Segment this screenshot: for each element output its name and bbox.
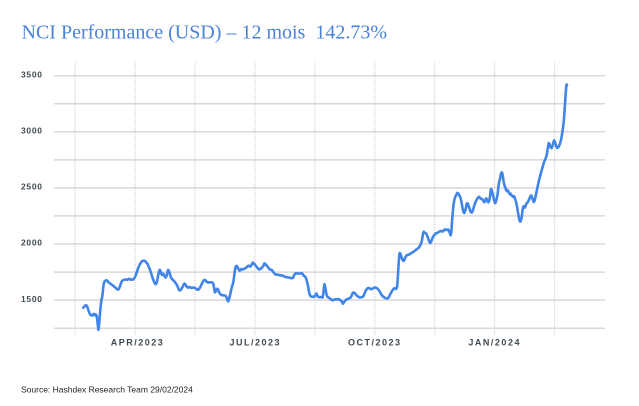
svg-text:OCT/2023: OCT/2023	[348, 338, 402, 348]
svg-text:1500: 1500	[21, 294, 43, 304]
svg-text:Source: Hashdex Research Team: Source: Hashdex Research Team 29/02/2024	[21, 385, 193, 395]
svg-text:3500: 3500	[21, 69, 43, 79]
svg-text:2000: 2000	[21, 238, 43, 248]
svg-text:2500: 2500	[21, 182, 43, 192]
svg-text:NCI Performance (USD) – 12 moi: NCI Performance (USD) – 12 mois 142.73%	[22, 22, 388, 44]
svg-text:JUL/2023: JUL/2023	[230, 338, 282, 348]
svg-text:3000: 3000	[21, 126, 43, 136]
svg-text:JAN/2024: JAN/2024	[468, 338, 521, 348]
svg-text:APR/2023: APR/2023	[111, 338, 165, 348]
